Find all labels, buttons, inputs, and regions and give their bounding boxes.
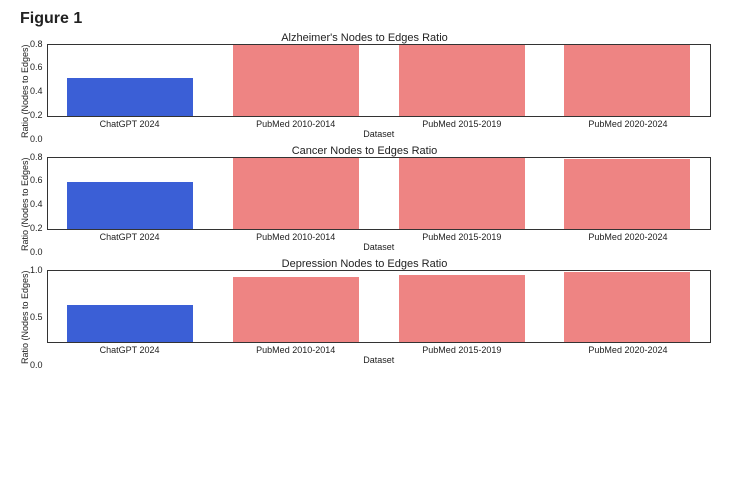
x-tick-label: PubMed 2010-2014: [213, 345, 379, 355]
figure-container: Figure 1 Alzheimer's Nodes to Edges Rati…: [0, 0, 729, 504]
chart-panel: Cancer Nodes to Edges RatioRatio (Nodes …: [18, 145, 711, 252]
x-tick-label: PubMed 2020-2024: [545, 345, 711, 355]
plot-area: [47, 270, 711, 343]
plot-wrap: ChatGPT 2024PubMed 2010-2014PubMed 2015-…: [47, 44, 711, 139]
x-ticks: ChatGPT 2024PubMed 2010-2014PubMed 2015-…: [47, 232, 711, 242]
x-axis-label: Dataset: [47, 242, 711, 252]
x-tick-label: ChatGPT 2024: [47, 119, 213, 129]
bar-slot: [48, 45, 214, 116]
chart-row: Ratio (Nodes to Edges)0.80.60.40.20.0Cha…: [18, 157, 711, 252]
bar: [564, 159, 690, 229]
x-tick-label: PubMed 2015-2019: [379, 345, 545, 355]
plot-area: [47, 44, 711, 117]
x-tick-label: PubMed 2015-2019: [379, 232, 545, 242]
chart-panel: Depression Nodes to Edges RatioRatio (No…: [18, 258, 711, 365]
bar-slot: [379, 45, 545, 116]
plot-wrap: ChatGPT 2024PubMed 2010-2014PubMed 2015-…: [47, 270, 711, 365]
bar: [67, 305, 193, 342]
bar-slot: [213, 45, 379, 116]
bar-slot: [544, 158, 710, 229]
chart-panel: Alzheimer's Nodes to Edges RatioRatio (N…: [18, 32, 711, 139]
x-ticks: ChatGPT 2024PubMed 2010-2014PubMed 2015-…: [47, 119, 711, 129]
bar-slot: [48, 271, 214, 342]
chart-title: Alzheimer's Nodes to Edges Ratio: [18, 32, 711, 44]
x-ticks: ChatGPT 2024PubMed 2010-2014PubMed 2015-…: [47, 345, 711, 355]
bar: [233, 277, 359, 342]
x-tick-label: PubMed 2020-2024: [545, 232, 711, 242]
bar: [233, 158, 359, 229]
x-axis-label: Dataset: [47, 355, 711, 365]
bar-slot: [544, 45, 710, 116]
bar-slot: [213, 271, 379, 342]
x-tick-label: ChatGPT 2024: [47, 232, 213, 242]
bar-slot: [379, 158, 545, 229]
x-tick-label: PubMed 2015-2019: [379, 119, 545, 129]
bars-container: [48, 271, 710, 342]
x-tick-label: PubMed 2020-2024: [545, 119, 711, 129]
bar: [67, 182, 193, 229]
y-axis-label: Ratio (Nodes to Edges): [18, 44, 30, 139]
bar: [233, 45, 359, 116]
figure-label: Figure 1: [20, 10, 711, 28]
bar-slot: [48, 158, 214, 229]
y-ticks: 0.80.60.40.20.0: [30, 44, 47, 139]
y-axis-label: Ratio (Nodes to Edges): [18, 157, 30, 252]
bar: [67, 78, 193, 116]
chart-title: Depression Nodes to Edges Ratio: [18, 258, 711, 270]
bar: [399, 45, 525, 116]
bar-slot: [544, 271, 710, 342]
chart-row: Ratio (Nodes to Edges)1.00.50.0ChatGPT 2…: [18, 270, 711, 365]
chart-row: Ratio (Nodes to Edges)0.80.60.40.20.0Cha…: [18, 44, 711, 139]
bar: [399, 158, 525, 229]
x-tick-label: PubMed 2010-2014: [213, 119, 379, 129]
x-tick-label: ChatGPT 2024: [47, 345, 213, 355]
y-ticks: 1.00.50.0: [30, 270, 47, 365]
plot-wrap: ChatGPT 2024PubMed 2010-2014PubMed 2015-…: [47, 157, 711, 252]
x-axis-label: Dataset: [47, 129, 711, 139]
panels-container: Alzheimer's Nodes to Edges RatioRatio (N…: [18, 32, 711, 365]
y-ticks: 0.80.60.40.20.0: [30, 157, 47, 252]
x-tick-label: PubMed 2010-2014: [213, 232, 379, 242]
bar-slot: [379, 271, 545, 342]
bar-slot: [213, 158, 379, 229]
bar: [399, 275, 525, 342]
bars-container: [48, 45, 710, 116]
y-axis-label: Ratio (Nodes to Edges): [18, 270, 30, 365]
chart-title: Cancer Nodes to Edges Ratio: [18, 145, 711, 157]
bar: [564, 272, 690, 342]
plot-area: [47, 157, 711, 230]
bar: [564, 45, 690, 116]
bars-container: [48, 158, 710, 229]
